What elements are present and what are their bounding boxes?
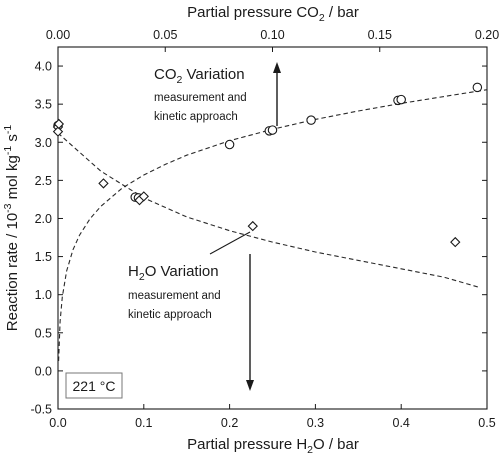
co2-annotation-line1: measurement and	[154, 92, 247, 104]
co2-data-point	[224, 139, 235, 150]
co2-variation-label: CO2 Variation	[154, 66, 245, 86]
h2o-variation-label: H2O Variation	[128, 263, 219, 283]
bottom-x-tick-label: 0.1	[135, 416, 152, 430]
bottom-x-tick-label: 0.5	[478, 416, 495, 430]
bottom-x-tick-label: 0.2	[221, 416, 238, 430]
co2-data-point	[306, 115, 316, 125]
h2o-pointer-line	[209, 231, 251, 255]
co2-data-point	[472, 82, 483, 93]
bottom-x-axis-title: Partial pressure H2O / bar	[187, 436, 359, 456]
h2o-annotation-line2: kinetic approach	[128, 309, 212, 321]
y-tick-label: 2.0	[35, 212, 52, 226]
top-x-tick-label: 0.00	[46, 28, 70, 42]
h2o-annotation-line1: measurement and	[128, 290, 221, 302]
h2o-data-point	[450, 236, 461, 248]
y-tick-label: -0.5	[30, 403, 52, 417]
temperature-box	[65, 372, 123, 399]
bottom-x-tick-label: 0.3	[307, 416, 324, 430]
y-tick-label: 2.5	[35, 174, 52, 188]
bottom-x-tick-label: 0.0	[49, 416, 66, 430]
y-tick-label: 4.0	[35, 60, 52, 74]
y-tick-label: 1.0	[35, 288, 52, 302]
top-x-tick-label: 0.20	[475, 28, 499, 42]
fit-curve-top	[58, 89, 488, 362]
top-x-ticks: 0.00 0.05 0.10 0.15 0.20	[46, 28, 499, 52]
top-x-tick-label: 0.10	[260, 28, 284, 42]
y-tick-label: 0.0	[35, 364, 52, 378]
data-markers	[52, 82, 483, 248]
y-ticks: -0.5 0.0 0.5 1.0 1.5 2.0 2.5 3.0 3.5 4.0	[30, 60, 487, 417]
h2o-data-point	[138, 191, 149, 202]
co2-up-arrowhead	[273, 62, 281, 73]
bottom-x-tick-label: 0.4	[393, 416, 410, 430]
h2o-data-point	[53, 118, 65, 130]
co2-annotation-line2: kinetic approach	[154, 111, 238, 123]
co2-data-point	[396, 94, 406, 105]
top-x-axis-title: Partial pressure CO2 / bar	[187, 4, 359, 24]
y-tick-label: 3.5	[35, 98, 52, 112]
h2o-data-point	[247, 220, 258, 232]
y-axis-title: Reaction rate / 10-3 mol kg-1 s-1	[2, 125, 21, 332]
y-tick-label: 0.5	[35, 326, 52, 340]
h2o-data-point	[98, 178, 109, 189]
top-x-tick-label: 0.15	[368, 28, 392, 42]
y-tick-label: 1.5	[35, 250, 52, 264]
h2o-data-point	[52, 126, 64, 137]
y-tick-label: 3.0	[35, 136, 52, 150]
bottom-x-ticks: 0.0 0.1 0.2 0.3 0.4 0.5	[49, 404, 496, 430]
temperature-label: 221 °C	[73, 378, 116, 394]
fit-curve-bottom	[57, 132, 479, 288]
plot-frame	[57, 46, 488, 410]
co2-data-point	[267, 125, 278, 135]
fit-curves	[57, 89, 488, 362]
h2o-down-arrowhead	[246, 380, 254, 391]
top-x-tick-label: 0.05	[153, 28, 177, 42]
